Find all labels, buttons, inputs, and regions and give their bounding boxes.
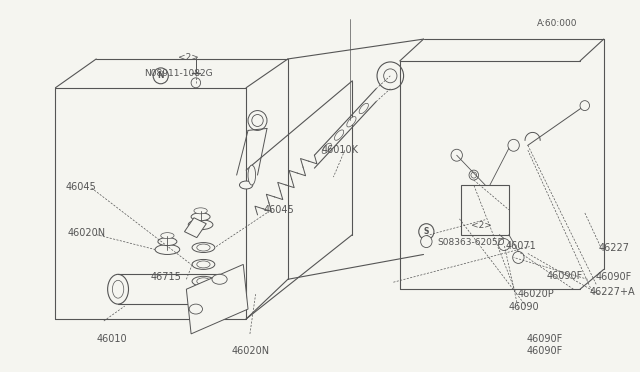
Ellipse shape — [155, 244, 180, 254]
Text: 46227: 46227 — [599, 243, 630, 253]
Ellipse shape — [212, 274, 227, 284]
Text: 46020P: 46020P — [517, 289, 554, 299]
Text: 46715: 46715 — [150, 272, 181, 282]
Ellipse shape — [191, 213, 210, 221]
Text: N: N — [157, 71, 164, 80]
Ellipse shape — [194, 208, 207, 214]
Ellipse shape — [196, 244, 210, 251]
Circle shape — [420, 235, 432, 247]
Circle shape — [153, 68, 168, 84]
Polygon shape — [184, 218, 206, 238]
Ellipse shape — [192, 259, 215, 269]
Text: 46090F: 46090F — [595, 272, 632, 282]
Text: 46071: 46071 — [506, 241, 537, 251]
Ellipse shape — [196, 261, 210, 268]
Text: 46045: 46045 — [263, 205, 294, 215]
Ellipse shape — [158, 238, 177, 246]
Ellipse shape — [248, 165, 255, 185]
Text: 46090F: 46090F — [527, 346, 563, 356]
Circle shape — [499, 238, 510, 250]
Ellipse shape — [359, 103, 369, 114]
Ellipse shape — [239, 181, 253, 189]
Circle shape — [451, 149, 463, 161]
Ellipse shape — [188, 220, 213, 230]
Text: N08911-1082G: N08911-1082G — [143, 69, 212, 78]
Ellipse shape — [377, 62, 404, 90]
Ellipse shape — [192, 243, 215, 253]
Ellipse shape — [192, 276, 215, 286]
Ellipse shape — [196, 278, 210, 285]
Ellipse shape — [383, 69, 397, 83]
Ellipse shape — [248, 110, 267, 131]
Circle shape — [513, 251, 524, 263]
Text: 46020N: 46020N — [232, 346, 270, 356]
Circle shape — [471, 172, 477, 178]
Text: A:60:000: A:60:000 — [538, 19, 578, 28]
Circle shape — [508, 140, 519, 151]
Ellipse shape — [161, 232, 174, 238]
Text: 46090: 46090 — [509, 302, 540, 312]
Ellipse shape — [347, 116, 356, 127]
Circle shape — [419, 224, 434, 240]
Text: 46010K: 46010K — [322, 145, 359, 155]
Text: 46227+A: 46227+A — [589, 287, 635, 297]
Text: 46090F: 46090F — [527, 334, 563, 344]
Text: <2>: <2> — [178, 54, 198, 62]
Text: 46010: 46010 — [96, 334, 127, 344]
Text: S08363-6205D: S08363-6205D — [438, 238, 505, 247]
Polygon shape — [186, 264, 248, 334]
Polygon shape — [461, 185, 509, 235]
Ellipse shape — [215, 280, 224, 298]
Text: <2>: <2> — [471, 221, 492, 230]
Ellipse shape — [322, 143, 332, 154]
Ellipse shape — [252, 115, 263, 126]
Circle shape — [580, 101, 589, 110]
Text: 46090F: 46090F — [547, 271, 583, 281]
Text: 46020N: 46020N — [68, 228, 106, 238]
Ellipse shape — [335, 130, 344, 140]
Circle shape — [469, 170, 479, 180]
Text: 46045: 46045 — [66, 182, 97, 192]
Text: S: S — [424, 227, 429, 236]
Ellipse shape — [189, 304, 202, 314]
Ellipse shape — [211, 274, 228, 304]
Circle shape — [191, 78, 200, 88]
Ellipse shape — [108, 274, 129, 304]
Ellipse shape — [113, 280, 124, 298]
